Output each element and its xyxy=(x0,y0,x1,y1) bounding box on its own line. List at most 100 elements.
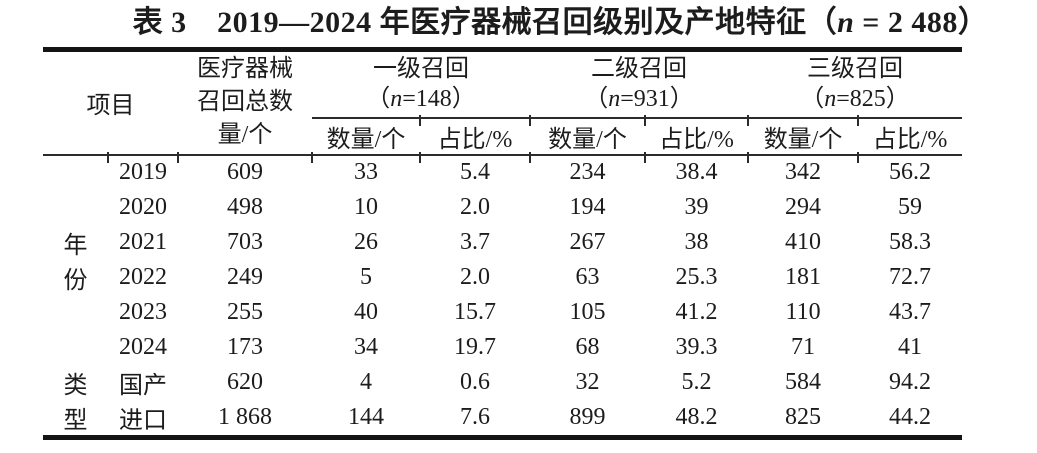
row-group-label xyxy=(43,330,108,365)
cell-l2-pct: 25.3 xyxy=(675,263,718,290)
cell-l2-pct: 48.2 xyxy=(675,403,718,430)
header-project: 项目 xyxy=(43,49,178,156)
row-group-label xyxy=(43,190,108,225)
cell-l1-count: 144 xyxy=(348,403,384,430)
group3-n: （n=825） xyxy=(800,86,910,113)
row-group-label xyxy=(43,295,108,330)
cell-total: 249 xyxy=(227,263,263,290)
cell-l2-pct: 38.4 xyxy=(675,159,718,185)
caption-text-left: 表 3 2019—2024 年医疗器械召回级别及产地特征（ xyxy=(132,6,838,39)
cell-total: 173 xyxy=(227,333,263,360)
caption-n-symbol: n xyxy=(837,6,855,39)
header-total-line2: 召回总数 xyxy=(197,89,293,116)
cell-l1-pct: 0.6 xyxy=(460,368,490,395)
cell-total: 255 xyxy=(227,298,263,325)
cell-l3-pct: 44.2 xyxy=(889,403,932,430)
cell-l1-pct: 19.7 xyxy=(454,333,496,360)
table-row-2020: 2020 498 10 2.0 194 39 294 59 xyxy=(43,190,962,225)
column-tick xyxy=(644,115,646,126)
cell-l2-count: 267 xyxy=(569,228,606,255)
cell-l1-count: 40 xyxy=(354,298,378,325)
column-tick xyxy=(857,152,859,163)
column-tick xyxy=(107,152,109,163)
table-row-2019: 2019 609 33 5.4 234 38.4 342 56.2 xyxy=(43,155,962,190)
column-tick xyxy=(419,152,421,163)
row-group-label: 型 xyxy=(63,407,88,434)
table-row-2021: 年 2021 703 26 3.7 267 38 410 58.3 xyxy=(43,225,962,260)
cell-l3-pct: 43.7 xyxy=(889,298,932,325)
column-tick xyxy=(747,152,749,163)
cell-l1-count: 5 xyxy=(360,263,372,290)
cell-total: 1 868 xyxy=(218,403,272,430)
cell-l3-pct: 72.7 xyxy=(889,263,932,290)
subheader-pct-level1: 占比/% xyxy=(420,117,531,156)
column-tick xyxy=(747,115,749,126)
cell-l1-pct: 2.0 xyxy=(460,263,490,290)
row-label: 2022 xyxy=(119,263,167,290)
cell-l2-pct: 38 xyxy=(684,228,709,255)
cell-l2-count: 234 xyxy=(569,159,606,185)
table-row-2023: 2023 255 40 15.7 105 41.2 110 43.7 xyxy=(43,295,962,330)
row-label: 2021 xyxy=(119,228,167,255)
cell-l2-pct: 5.2 xyxy=(681,368,712,395)
row-label: 2024 xyxy=(119,333,167,360)
subheader-count-level2: 数量/个 xyxy=(530,117,646,156)
cell-l3-count: 294 xyxy=(785,193,822,220)
header-total-count: 医疗器械 召回总数 量/个 xyxy=(178,49,312,156)
recall-data-table: 项目 医疗器械 召回总数 量/个 一级召回 （n=148） 二级召回 （n=93… xyxy=(43,47,963,440)
cell-l2-count: 32 xyxy=(575,368,600,395)
cell-l3-pct: 41 xyxy=(898,333,923,360)
cell-l3-pct: 58.3 xyxy=(889,228,932,255)
row-group-label: 年 xyxy=(63,232,88,259)
cell-l3-count: 342 xyxy=(785,159,822,185)
cell-l3-count: 410 xyxy=(785,228,822,255)
group3-name: 三级召回 xyxy=(807,56,904,83)
column-tick xyxy=(644,152,646,163)
row-label: 国产 xyxy=(119,372,167,399)
column-tick xyxy=(529,115,531,126)
subheader-count-level1: 数量/个 xyxy=(312,117,420,156)
header-group-level2: 二级召回 （n=931） xyxy=(530,49,749,119)
header-total-line3: 量/个 xyxy=(217,122,273,149)
cell-l3-pct: 59 xyxy=(898,193,923,220)
cell-l1-count: 10 xyxy=(354,193,378,220)
cell-l1-count: 26 xyxy=(354,228,378,255)
group1-name: 一级召回 xyxy=(373,56,469,83)
cell-l2-pct: 39.3 xyxy=(675,333,718,360)
cell-l1-pct: 15.7 xyxy=(454,298,496,325)
data-table-wrapper: 项目 医疗器械 召回总数 量/个 一级召回 （n=148） 二级召回 （n=93… xyxy=(43,47,963,440)
header-total-line1: 医疗器械 xyxy=(197,56,293,83)
row-group-label xyxy=(43,155,108,190)
subheader-count-level3: 数量/个 xyxy=(748,117,859,156)
cell-l1-pct: 7.6 xyxy=(460,403,490,430)
table-row-imported: 型 进口 1 868 144 7.6 899 48.2 825 44.2 xyxy=(43,400,962,438)
subheader-pct-level3: 占比/% xyxy=(858,117,963,156)
row-label: 2023 xyxy=(119,298,167,325)
cell-l3-pct: 56.2 xyxy=(889,159,932,185)
row-group-label: 份 xyxy=(63,267,88,294)
cell-total: 620 xyxy=(227,368,263,395)
cell-total: 498 xyxy=(227,193,263,220)
row-group-label: 类 xyxy=(63,372,88,399)
group2-n: （n=931） xyxy=(584,86,694,113)
column-tick xyxy=(857,115,859,126)
cell-total: 609 xyxy=(227,159,263,185)
cell-l2-count: 63 xyxy=(575,263,600,290)
cell-l1-pct: 5.4 xyxy=(460,159,490,185)
cell-l3-count: 110 xyxy=(785,298,821,325)
cell-l3-count: 71 xyxy=(791,333,816,360)
cell-l2-pct: 39 xyxy=(684,193,709,220)
column-tick xyxy=(177,152,179,163)
cell-l2-count: 899 xyxy=(569,403,606,430)
cell-l2-count: 105 xyxy=(569,298,606,325)
cell-l3-pct: 94.2 xyxy=(889,368,932,395)
caption-text-right: = 2 488） xyxy=(854,6,989,39)
subheader-pct-level2: 占比/% xyxy=(645,117,749,156)
table-row-domestic: 类 国产 620 4 0.6 32 5.2 584 94.2 xyxy=(43,365,962,400)
cell-l1-pct: 2.0 xyxy=(460,193,490,220)
table-row-2022: 份 2022 249 5 2.0 63 25.3 181 72.7 xyxy=(43,260,962,295)
cell-total: 703 xyxy=(227,228,263,255)
cell-l1-pct: 3.7 xyxy=(460,228,490,255)
table-caption: 表 3 2019—2024 年医疗器械召回级别及产地特征（n = 2 488） xyxy=(118,2,1003,44)
column-tick xyxy=(529,152,531,163)
